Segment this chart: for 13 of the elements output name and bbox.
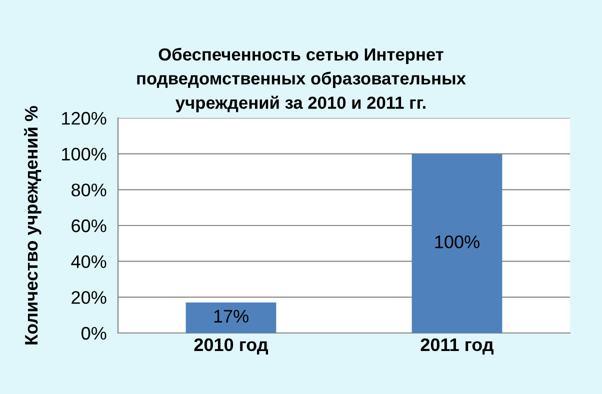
- y-tick-label: 40%: [71, 255, 106, 268]
- y-tick-label: 60%: [72, 219, 106, 232]
- y-tick-label: 120%: [62, 112, 106, 125]
- text: 17%: [214, 310, 248, 323]
- x-tick-label: 2011 год: [420, 338, 494, 355]
- chart-title: Обеспеченность сетью Интернет подведомственных образовательных учреждений за 2010 и 2011 гг.: [137, 48, 466, 112]
- y-tick-label: 20%: [72, 291, 106, 304]
- y-tick-label: 100%: [62, 148, 106, 161]
- y-tick-label: 0%: [82, 326, 106, 340]
- x-tick-label: 2010 год: [194, 338, 268, 355]
- text: 100%: [435, 235, 480, 248]
- y-axis-title: Количество учреждений %: [24, 106, 42, 344]
- y-tick-label: 80%: [72, 184, 106, 196]
